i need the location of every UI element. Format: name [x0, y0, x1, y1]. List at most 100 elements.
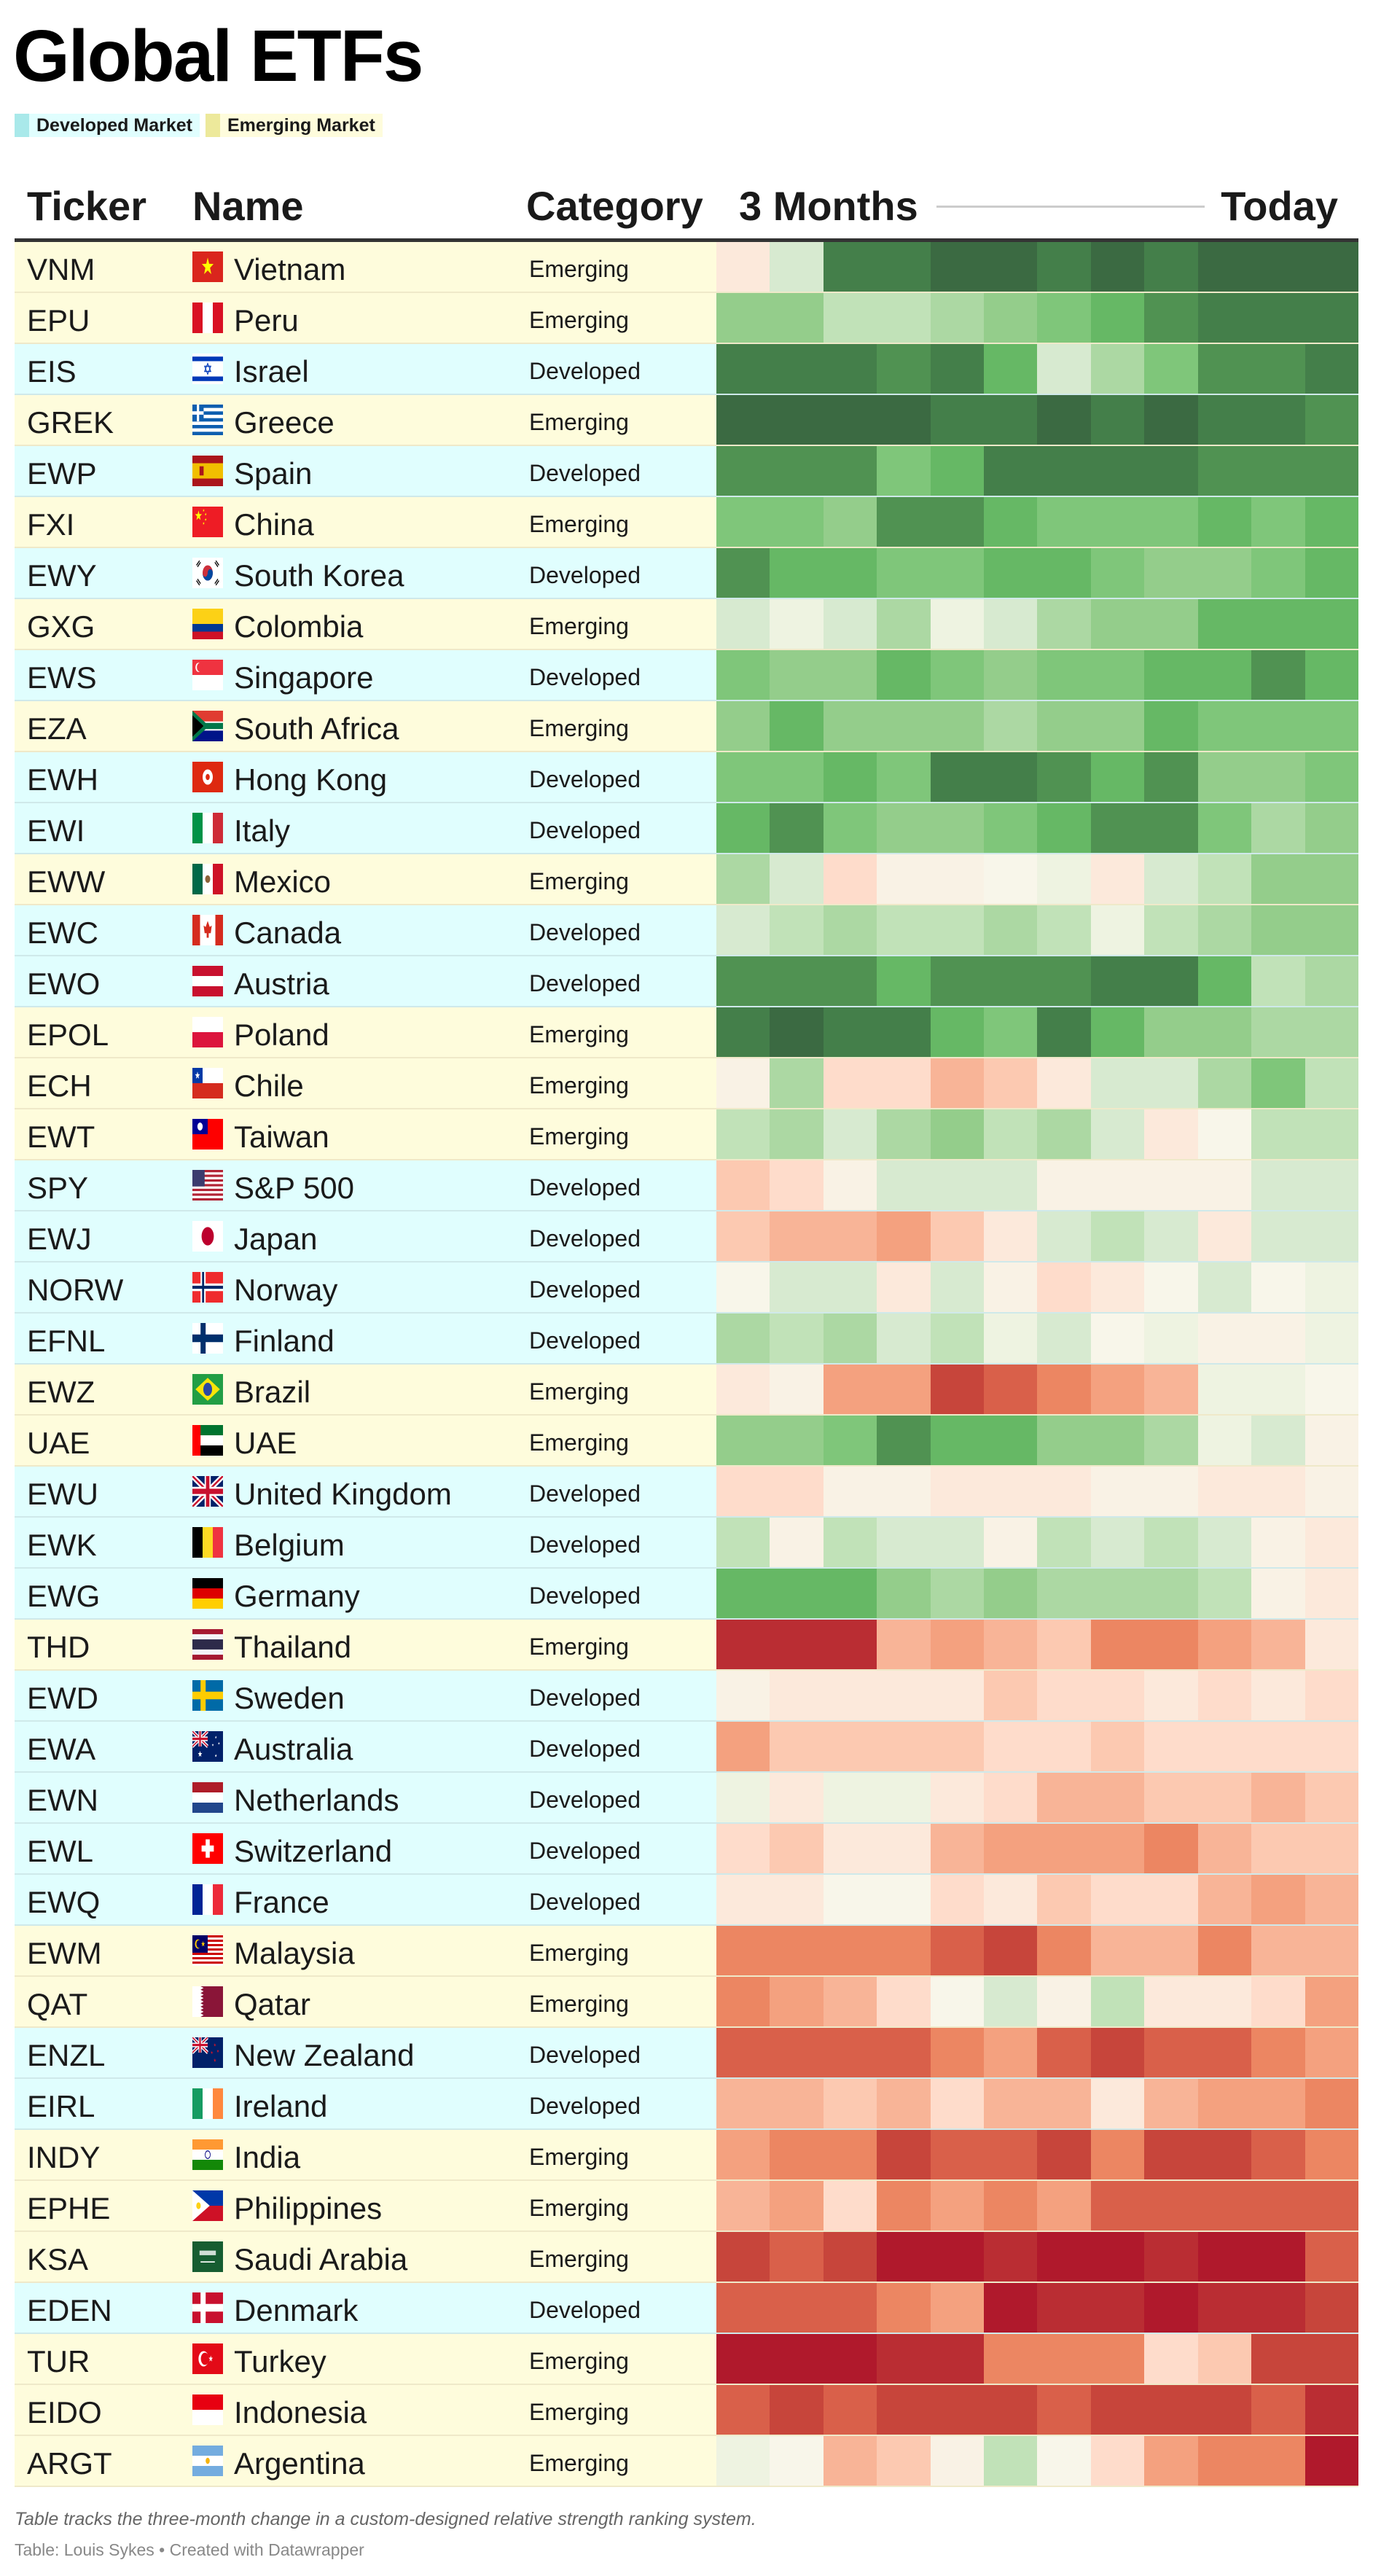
heatmap-cell — [1090, 1569, 1145, 1618]
heatmap-strip — [716, 650, 1358, 700]
heatmap-cell — [1197, 344, 1252, 394]
pl-flag-icon — [192, 1017, 223, 1047]
heatmap-cell — [930, 2130, 985, 2179]
heatmap-cell — [1197, 1671, 1252, 1720]
table-row: THD Thailand Emerging — [15, 1620, 1358, 1671]
heatmap-cell — [1090, 2181, 1145, 2230]
header-name[interactable]: Name — [192, 183, 304, 229]
ph-flag-icon — [192, 2190, 223, 2221]
heatmap-cell — [877, 1314, 931, 1363]
ticker-cell: VNM — [27, 252, 95, 286]
heatmap-cell — [1197, 1824, 1252, 1873]
heatmap-cell — [1037, 905, 1091, 955]
heatmap-cell — [984, 803, 1038, 853]
heatmap-cell — [1251, 344, 1305, 394]
heatmap-cell — [930, 1007, 985, 1057]
cn-flag-icon — [192, 507, 223, 537]
heatmap-cell — [770, 548, 824, 598]
heatmap-cell — [823, 2181, 877, 2230]
heatmap-cell — [1037, 242, 1091, 292]
heatmap-cell — [1144, 1058, 1198, 1108]
category-cell: Emerging — [529, 1991, 629, 2017]
heatmap-cell — [1197, 1365, 1252, 1414]
heatmap-cell — [1304, 1722, 1358, 1771]
heatmap-cell — [877, 1109, 931, 1159]
heatmap-strip — [716, 803, 1358, 853]
heatmap-cell — [877, 599, 931, 649]
table-row: EWI Italy Developed — [15, 803, 1358, 854]
heatmap-cell — [1090, 1824, 1145, 1873]
heatmap-cell — [823, 2334, 877, 2384]
heatmap-cell — [1304, 446, 1358, 496]
heatmap-cell — [1304, 1518, 1358, 1567]
heatmap-cell — [1037, 2385, 1091, 2435]
heatmap-strip — [716, 2028, 1358, 2077]
table-row: EWG Germany Developed — [15, 1569, 1358, 1620]
heatmap-cell — [1090, 446, 1145, 496]
heatmap-cell — [930, 650, 985, 700]
vn-flag-icon — [192, 251, 223, 282]
heatmap-cell — [1090, 497, 1145, 547]
heatmap-cell — [930, 2283, 985, 2333]
name-cell: Netherlands — [234, 1783, 399, 1817]
heatmap-cell — [770, 2436, 824, 2486]
heatmap-cell — [984, 956, 1038, 1006]
heatmap-cell — [930, 1926, 985, 1975]
heatmap-cell — [930, 1824, 985, 1873]
name-cell: South Africa — [234, 711, 399, 746]
heatmap-cell — [1304, 2181, 1358, 2230]
heatmap-cell — [1304, 1211, 1358, 1261]
heatmap-cell — [770, 1977, 824, 2026]
heatmap-cell — [930, 956, 985, 1006]
name-cell: Qatar — [234, 1987, 311, 2021]
heatmap-cell — [716, 1416, 770, 1465]
category-cell: Emerging — [529, 868, 629, 894]
heatmap-cell — [1251, 1875, 1305, 1924]
heatmap-cell — [823, 344, 877, 394]
heatmap-cell — [770, 752, 824, 802]
heatmap-cell — [984, 344, 1038, 394]
heatmap-cell — [1251, 599, 1305, 649]
ticker-cell: EWW — [27, 864, 106, 899]
header-ticker[interactable]: Ticker — [27, 183, 146, 229]
heatmap-cell — [1090, 1416, 1145, 1465]
heatmap-cell — [1090, 1518, 1145, 1567]
heatmap-cell — [877, 395, 931, 445]
heatmap-cell — [1197, 854, 1252, 904]
table-row: NORW Norway Developed — [15, 1262, 1358, 1314]
heatmap-cell — [770, 1314, 824, 1363]
heatmap-cell — [1037, 2283, 1091, 2333]
heatmap-cell — [984, 1262, 1038, 1312]
ticker-cell: EWA — [27, 1732, 96, 1766]
heatmap-strip — [716, 1926, 1358, 1975]
heatmap-strip — [716, 752, 1358, 802]
fr-flag-icon — [192, 1884, 223, 1915]
heatmap-strip — [716, 2283, 1358, 2333]
table-row: FXI China Emerging — [15, 497, 1358, 548]
category-cell: Emerging — [529, 2195, 629, 2221]
heatmap-cell — [1090, 395, 1145, 445]
heatmap-cell — [984, 905, 1038, 955]
heatmap-cell — [1090, 2232, 1145, 2282]
category-cell: Developed — [529, 817, 641, 843]
heatmap-cell — [1037, 2436, 1091, 2486]
heatmap-cell — [1197, 1211, 1252, 1261]
legend-developed: Developed Market — [15, 114, 200, 137]
heatmap-cell — [1090, 1773, 1145, 1822]
table-row: EFNL Finland Developed — [15, 1314, 1358, 1365]
ticker-cell: EIDO — [27, 2395, 102, 2429]
heatmap-cell — [930, 1773, 985, 1822]
heatmap-cell — [1090, 1365, 1145, 1414]
name-cell: Poland — [234, 1018, 329, 1052]
category-cell: Emerging — [529, 2348, 629, 2374]
heatmap-cell — [770, 2283, 824, 2333]
heatmap-cell — [877, 1977, 931, 2026]
heatmap-cell — [1197, 1773, 1252, 1822]
heatmap-strip — [716, 1109, 1358, 1159]
heatmap-cell — [877, 1262, 931, 1312]
header-category[interactable]: Category — [526, 183, 703, 229]
heatmap-cell — [1037, 446, 1091, 496]
heatmap-cell — [823, 650, 877, 700]
heatmap-strip — [716, 1007, 1358, 1057]
heatmap-cell — [770, 1875, 824, 1924]
